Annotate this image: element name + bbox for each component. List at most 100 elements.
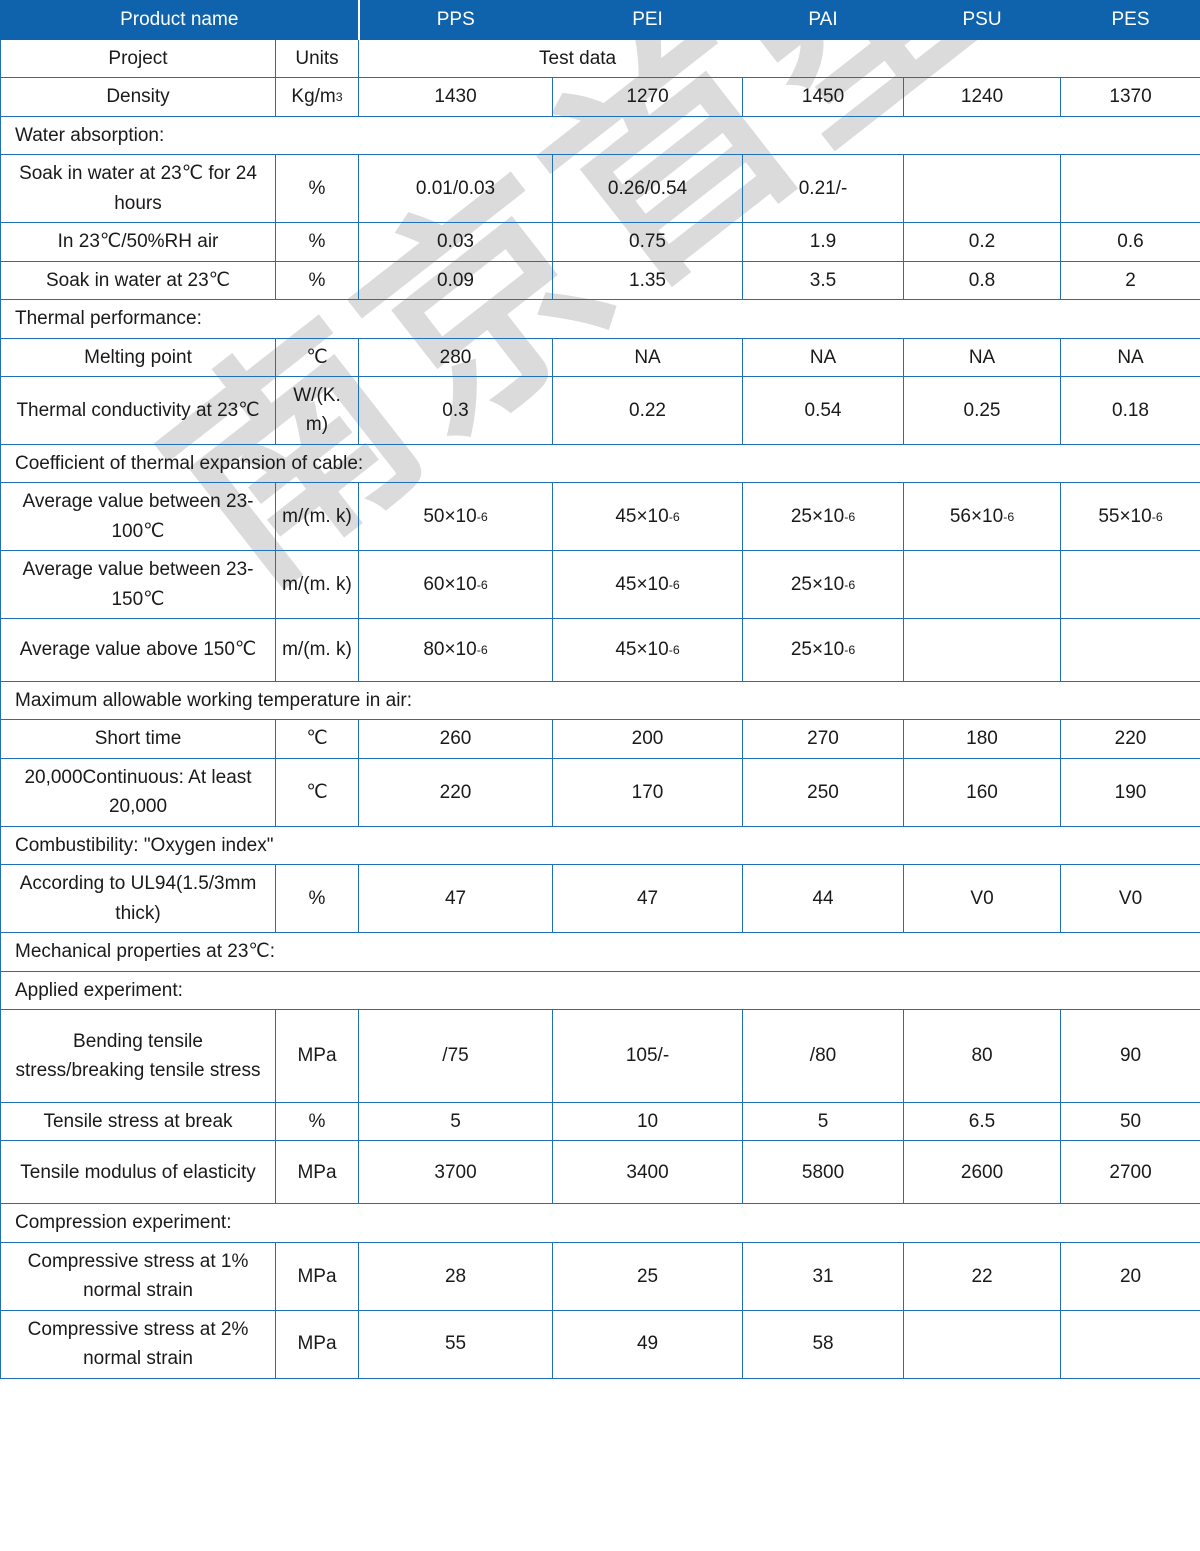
row-units-cell: W/(K. m) [274,375,360,445]
row-value-cell: 0.25 [903,375,1062,445]
row-value: 3700 [434,1161,477,1183]
table-row: Compressive stress at 2% normal strain MP… [0,1309,1200,1379]
row-label-cell: 20,000Continuous: At least 20,000 [0,757,276,827]
row-value: 20 [1119,1265,1142,1287]
table-row: Thermal conductivity at 23℃ W/(K. m) 0.3 0.… [0,375,1200,445]
row-units: ℃ [306,728,328,750]
section-header-cell: Mechanical properties at 23℃: [0,932,1200,972]
row-value-cell [1060,154,1200,224]
row-value: 5 [450,1110,461,1132]
row-value-cell [903,550,1062,619]
row-value-cell: 31 [742,1241,905,1311]
row-value-cell: 1430 [358,77,554,117]
row-value-cell [1060,618,1200,682]
row-units: % [308,887,326,909]
section-header-cell: Coefficient of thermal expansion of cabl… [0,443,1200,484]
row-value [904,619,1060,681]
row-value: 160 [966,781,998,803]
row-value-cell: 25×10 -6 [742,618,905,682]
row-value-cell: 280 [358,337,554,377]
table-row: Tensile stress at break% 5 10 5 6.5 50 [0,1101,1200,1142]
row-value-cell: 20 [1060,1241,1200,1311]
section-header-row: Mechanical properties at 23℃: [0,932,1200,972]
subheader-testdata-label: Test data [539,48,617,69]
row-value: 31 [812,1265,834,1287]
row-value: 250 [807,781,839,803]
table-header-row: Product name PPS PEI PAI PSU PES [0,0,1200,40]
row-value: 49 [636,1333,659,1355]
section-header-cell: Compression experiment: [0,1203,1200,1243]
row-units: % [308,269,326,291]
table-row: Bending tensile stress/breaking tensile … [0,1008,1200,1103]
row-value [904,1311,1060,1378]
header-column-pes: PES [1060,0,1200,40]
row-value: 0.22 [629,399,666,421]
row-value: 170 [631,781,664,803]
row-value: /80 [809,1045,837,1067]
row-value-cell: 0.09 [358,260,554,301]
row-value: 1370 [1109,86,1152,108]
row-label-cell: Thermal conductivity at 23℃ [0,375,276,445]
row-label-cell: In 23℃/50%RH air [0,222,276,262]
header-pei-label: PEI [632,9,663,31]
row-value-cell: V0 [1060,864,1200,934]
row-value-cell: 2700 [1060,1140,1200,1205]
row-value: 25 [636,1265,659,1287]
section-header-cell: Thermal performance: [0,299,1200,339]
row-label-cell: Tensile stress at break [0,1101,276,1142]
row-value-cell [903,618,1062,682]
row-label-cell: Compressive stress at 1% normal strain [0,1241,276,1311]
row-value: 0.01/0.03 [415,178,496,200]
row-value: 50×10 -6 [423,505,488,527]
row-value: 0.75 [629,231,666,253]
row-value-cell: 5 [358,1101,554,1142]
section-header-cell: Combustibility: "Oxygen index" [0,825,1200,866]
row-value: 25×10 -6 [790,639,856,661]
row-units-cell: % [274,222,360,262]
table-row: Melting point ℃ 280 NA NA NA NA [0,337,1200,377]
row-value: V0 [1118,887,1143,909]
row-units-cell: Kg/m 3 [274,77,360,117]
subheader-project-label: Project [108,48,168,69]
row-value: 0.03 [437,231,474,253]
row-value: 5 [817,1110,829,1132]
row-label-cell: Bending tensile stress/breaking tensile … [0,1008,276,1103]
subheader-units-cell: Units [274,38,360,79]
row-units-cell: % [274,864,360,934]
row-value-cell: 1.9 [742,222,905,262]
table-row: 20,000Continuous: At least 20,000 ℃ 220 170… [0,757,1200,827]
row-units-cell: m/(m. k) [274,482,360,552]
row-value: 25×10 -6 [790,505,856,527]
section-header-row: Combustibility: "Oxygen index" [0,825,1200,866]
section-header-label: Applied experiment: [15,979,183,1001]
row-value-cell: 80×10 -6 [358,618,554,682]
row-label: Melting point [84,346,192,368]
section-header-row: Compression experiment: [0,1203,1200,1243]
row-value: /75 [442,1045,469,1067]
row-value: 56×10 -6 [949,505,1015,527]
row-value: NA [968,346,996,368]
table-body: Project Units Test data Density Kg/m 3 1430… [0,38,1200,1379]
row-value-cell: 0.21/- [742,154,905,224]
row-units-cell: ℃ [274,337,360,377]
row-value-cell: 1450 [742,77,905,117]
row-value-cell: 49 [552,1309,744,1379]
row-label: Thermal conductivity at 23℃ [16,399,260,421]
header-column-psu: PSU [903,0,1062,40]
row-label-cell: Tensile modulus of elasticity [0,1140,276,1205]
row-value-cell: NA [1060,337,1200,377]
section-header-label: Maximum allowable working temperature in… [15,690,413,711]
row-value [1061,155,1200,222]
row-value-cell: 0.18 [1060,375,1200,445]
row-value-cell: 90 [1060,1008,1200,1103]
row-value: V0 [970,887,994,909]
section-header-label: Water absorption: [15,124,165,146]
row-value: 1270 [626,86,669,108]
row-units: W/(K. m) [293,384,341,436]
row-value-cell: 25×10 -6 [742,550,905,619]
row-value: 90 [1119,1045,1142,1067]
row-value-cell: 55 [358,1309,554,1379]
row-units: m/(m. k) [282,639,352,661]
row-value-cell: 58 [742,1309,905,1379]
section-header-row: Maximum allowable working temperature in… [0,680,1200,721]
